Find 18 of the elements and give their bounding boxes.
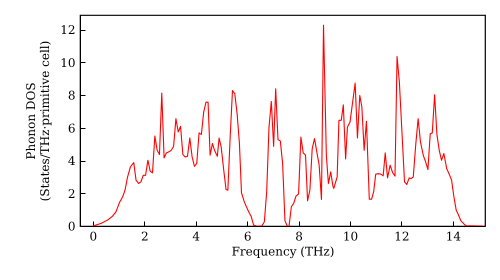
y-tick-label: 12 xyxy=(60,23,76,38)
x-axis-title: Frequency (THz) xyxy=(232,244,334,258)
y-axis-title: Phonon DOS (States/THz·primitive cell) xyxy=(24,40,52,202)
y-tick-label: 6 xyxy=(68,121,76,136)
y-tick-label: 0 xyxy=(68,220,76,234)
x-tick-label: 12 xyxy=(394,230,410,244)
x-tick-label: 10 xyxy=(342,230,358,244)
y-tick-label: 4 xyxy=(68,154,76,168)
x-tick-label: 2 xyxy=(140,230,149,244)
x-tick-label: 0 xyxy=(90,230,98,244)
x-tick-label: 6 xyxy=(244,230,252,244)
x-tick-label: 8 xyxy=(295,230,303,244)
line-series xyxy=(92,24,484,226)
y-tick-label: 10 xyxy=(60,56,76,70)
x-tick-label: 4 xyxy=(192,230,200,244)
y-tick-label: 2 xyxy=(68,186,76,201)
y-tick-label: 8 xyxy=(68,88,76,103)
x-tick-label: 14 xyxy=(446,230,462,244)
